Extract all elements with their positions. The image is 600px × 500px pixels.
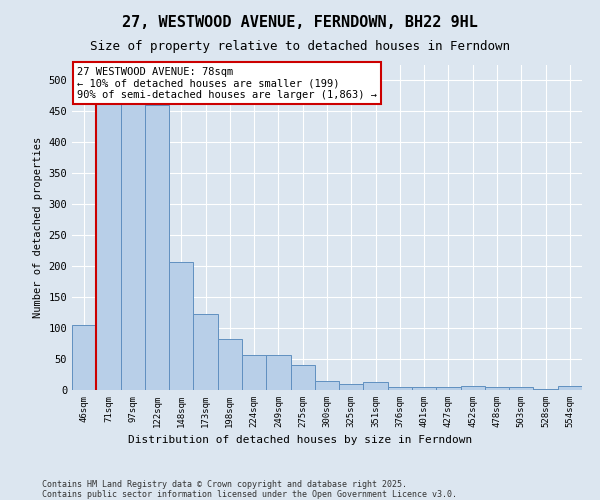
Bar: [145, 105, 169, 390]
Bar: [96, 86, 121, 390]
Bar: [339, 384, 364, 390]
Bar: [412, 387, 436, 390]
Bar: [558, 386, 582, 390]
Bar: [533, 389, 558, 390]
Bar: [218, 338, 242, 390]
Bar: [242, 354, 266, 390]
Text: Size of property relative to detached houses in Ferndown: Size of property relative to detached ho…: [90, 40, 510, 53]
Text: 27, WESTWOOD AVENUE, FERNDOWN, BH22 9HL: 27, WESTWOOD AVENUE, FERNDOWN, BH22 9HL: [122, 15, 478, 30]
Text: 27 WESTWOOD AVENUE: 78sqm
← 10% of detached houses are smaller (199)
90% of semi: 27 WESTWOOD AVENUE: 78sqm ← 10% of detac…: [77, 66, 377, 100]
Text: Contains HM Land Registry data © Crown copyright and database right 2025.
Contai: Contains HM Land Registry data © Crown c…: [42, 480, 457, 500]
Bar: [121, 86, 145, 390]
Bar: [72, 325, 96, 390]
Bar: [169, 262, 193, 390]
Bar: [193, 314, 218, 390]
Bar: [266, 354, 290, 390]
Bar: [290, 365, 315, 390]
Bar: [485, 387, 509, 390]
Bar: [388, 387, 412, 390]
Bar: [436, 387, 461, 390]
Bar: [461, 386, 485, 390]
Y-axis label: Number of detached properties: Number of detached properties: [33, 137, 43, 318]
Bar: [509, 387, 533, 390]
Bar: [364, 382, 388, 390]
Text: Distribution of detached houses by size in Ferndown: Distribution of detached houses by size …: [128, 435, 472, 445]
Bar: [315, 382, 339, 390]
